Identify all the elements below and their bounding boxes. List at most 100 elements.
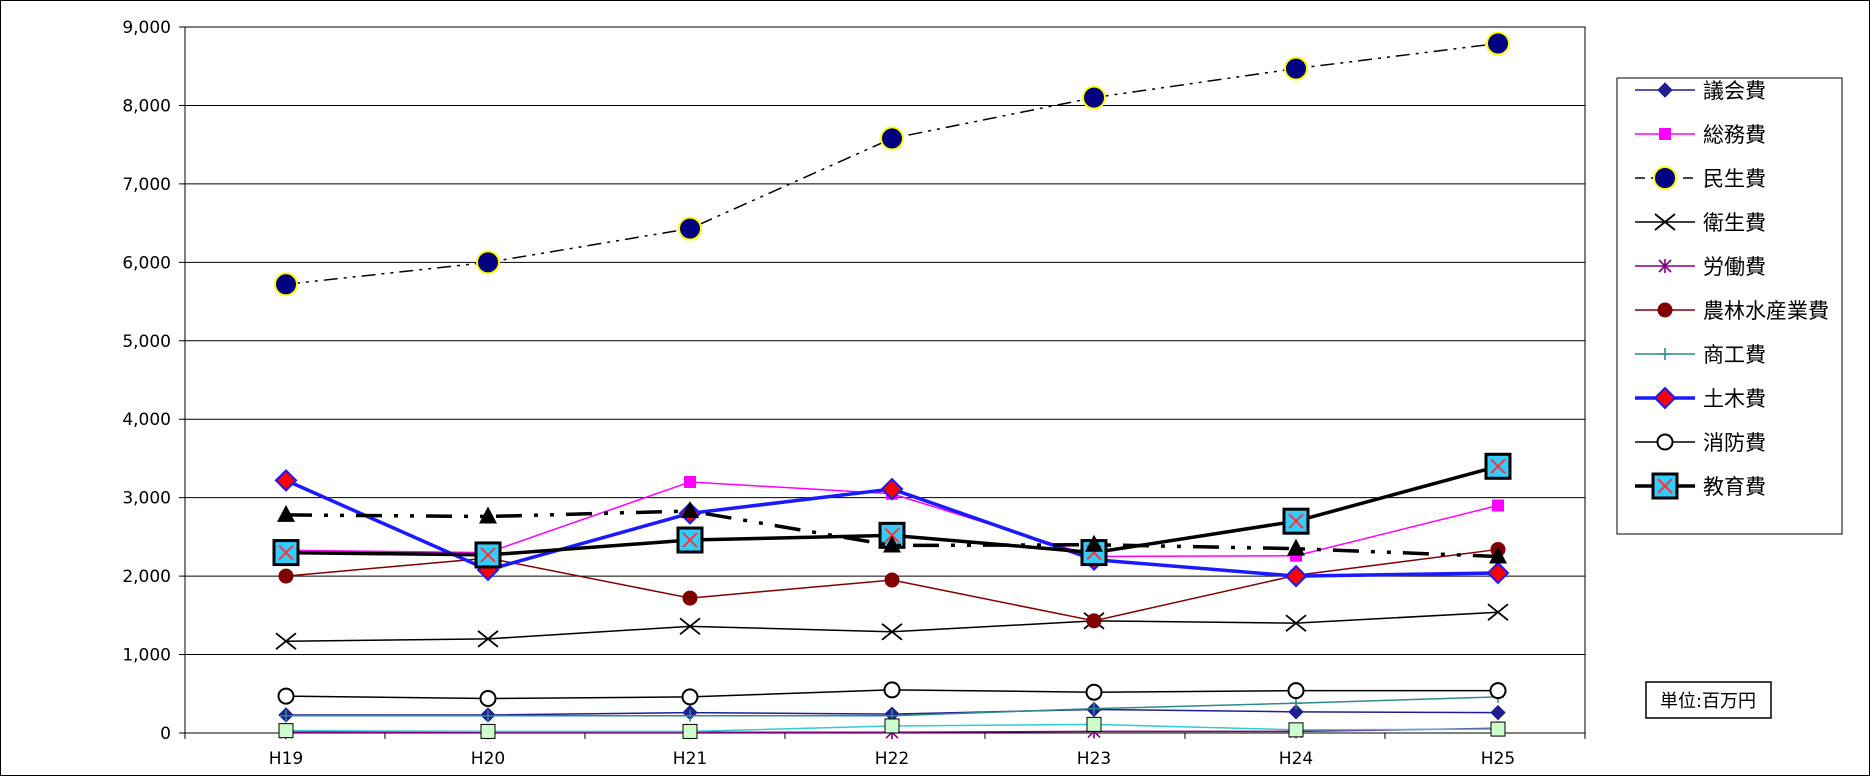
- series-10: [272, 452, 1512, 569]
- gridlines: [185, 104, 1585, 656]
- data-point: [278, 723, 294, 739]
- data-point: [883, 681, 901, 699]
- legend-label: 労働費: [1703, 255, 1766, 279]
- legend-entry: 土木費: [1635, 386, 1766, 411]
- unit-box: 単位:百万円: [1645, 681, 1772, 719]
- data-point: [479, 506, 497, 524]
- series-group: [272, 31, 1512, 740]
- data-point: [1487, 603, 1509, 621]
- y-tick-label: 6,000: [122, 253, 171, 273]
- legend-frame: [1616, 77, 1843, 535]
- legend-label: 衛生費: [1703, 211, 1766, 235]
- data-point: [274, 468, 298, 492]
- data-point: [1653, 386, 1677, 410]
- data-point: [1654, 213, 1676, 231]
- series-3: [274, 31, 1510, 297]
- data-point: [880, 126, 904, 151]
- data-point: [1659, 348, 1671, 360]
- legend-label: 教育費: [1703, 475, 1766, 499]
- x-tick-label: H23: [1077, 749, 1111, 769]
- data-point: [1657, 302, 1673, 318]
- data-point: [474, 541, 502, 569]
- y-tick-label: 1,000: [122, 646, 171, 666]
- data-point: [880, 477, 904, 501]
- x-tick-label: H25: [1481, 749, 1515, 769]
- data-point: [1490, 721, 1506, 737]
- legend-label: 土木費: [1703, 387, 1766, 411]
- y-tick-label: 8,000: [122, 96, 171, 116]
- series-11: [277, 501, 1507, 564]
- x-tick-label: H22: [875, 749, 909, 769]
- legend-entry: 教育費: [1635, 472, 1766, 500]
- legend-entry: 衛生費: [1635, 211, 1766, 235]
- data-point: [1284, 564, 1308, 588]
- data-point: [681, 501, 699, 519]
- data-point: [476, 250, 500, 275]
- series-4: [275, 603, 1509, 650]
- data-point: [678, 216, 702, 241]
- data-point: [1088, 702, 1100, 715]
- y-tick-label: 5,000: [122, 332, 171, 352]
- data-point: [884, 572, 900, 588]
- data-point: [1492, 499, 1504, 512]
- y-tick-label: 0: [160, 724, 171, 744]
- legend-entry: 商工費: [1635, 343, 1766, 367]
- data-point: [1287, 682, 1305, 700]
- data-point: [1484, 452, 1512, 480]
- data-point: [684, 709, 696, 722]
- legend-entry: 民生費: [1635, 166, 1766, 191]
- x-tick-label: H24: [1279, 749, 1313, 769]
- y-tick-label: 7,000: [122, 175, 171, 195]
- data-point: [1086, 716, 1102, 732]
- data-point: [1489, 546, 1507, 564]
- series-12: [278, 716, 1506, 739]
- data-point: [1657, 82, 1673, 98]
- data-point: [679, 617, 701, 636]
- x-tick-label: H21: [673, 749, 707, 769]
- y-axis-ticks: 0 1,000 2,000 3,000 4,000 5,000 6,000 7,000 8,00…: [122, 18, 185, 744]
- data-point: [277, 687, 295, 705]
- data-point: [1656, 433, 1674, 451]
- data-point: [1086, 613, 1102, 629]
- data-point: [1486, 31, 1510, 56]
- unit-box-frame: [1645, 681, 1772, 719]
- data-point: [1486, 561, 1510, 585]
- legend-label: 民生費: [1703, 167, 1766, 191]
- x-axis-ticks: H19 H20 H21 H22 H23 H24 H25: [184, 733, 1586, 769]
- legend-entry: 消防費: [1635, 431, 1766, 455]
- data-point: [1085, 683, 1103, 701]
- data-point: [1489, 682, 1507, 700]
- data-point: [1290, 697, 1302, 710]
- data-point: [884, 718, 900, 734]
- legend-label: 総務費: [1703, 123, 1766, 147]
- data-point: [278, 568, 294, 584]
- data-point: [1082, 85, 1106, 110]
- unit-label: 単位:百万円: [1660, 691, 1756, 712]
- data-point: [274, 272, 298, 297]
- series-9: [277, 681, 1507, 707]
- data-point: [682, 723, 698, 739]
- data-point: [479, 689, 497, 707]
- data-point: [676, 526, 704, 554]
- y-tick-label: 3,000: [122, 489, 171, 509]
- data-point: [482, 709, 494, 722]
- data-point: [1282, 507, 1310, 535]
- data-point: [682, 590, 698, 606]
- data-point: [277, 504, 295, 522]
- legend-entry: 労働費: [1635, 255, 1766, 279]
- data-point: [1659, 128, 1671, 140]
- data-point: [1085, 534, 1103, 552]
- series-8: [274, 468, 1510, 588]
- data-point: [1653, 166, 1677, 190]
- x-tick-label: H20: [471, 749, 505, 769]
- y-tick-label: 2,000: [122, 567, 171, 587]
- data-point: [684, 475, 696, 488]
- data-point: [681, 688, 699, 706]
- y-tick-label: 4,000: [122, 410, 171, 430]
- data-point: [881, 623, 903, 641]
- y-tick-label: 9,000: [122, 18, 171, 38]
- data-point: [1658, 259, 1672, 273]
